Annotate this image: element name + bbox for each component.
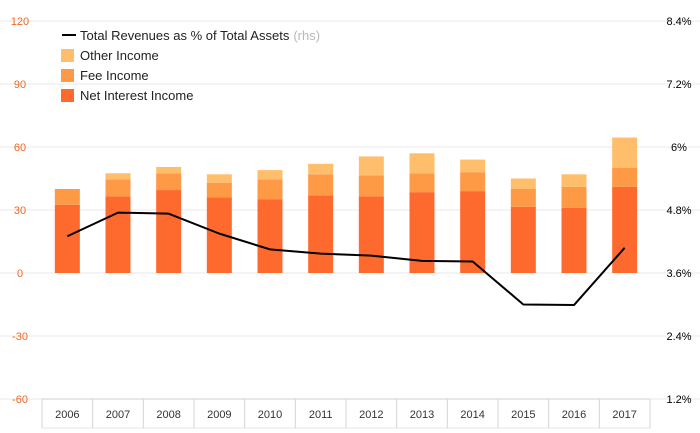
- legend-line-label: Total Revenues as % of Total Assets (rhs): [80, 28, 320, 43]
- right-tick-label: 6%: [671, 142, 687, 154]
- bar-fee-income-2010: [257, 179, 283, 200]
- bar-net-interest-income-2011: [308, 195, 334, 273]
- bar-net-interest-income-2009: [206, 197, 232, 273]
- bar-other-income-2016: [561, 174, 587, 187]
- left-tick-label: 90: [14, 79, 26, 91]
- legend: Total Revenues as % of Total Assets (rhs)…: [61, 28, 320, 103]
- x-tick-label: 2009: [207, 409, 231, 421]
- x-tick-label: 2011: [309, 409, 333, 421]
- legend-label-fee-income: Fee Income: [80, 68, 149, 83]
- left-tick-label: 60: [14, 142, 26, 154]
- x-tick-label: 2015: [511, 409, 535, 421]
- bar-fee-income-2011: [308, 174, 334, 196]
- legend-line-suffix: (rhs): [293, 28, 320, 43]
- bar-other-income-2010: [257, 170, 283, 180]
- bar-fee-income-2015: [510, 189, 536, 207]
- bar-other-income-2011: [308, 163, 334, 175]
- bar-net-interest-income-2010: [257, 199, 283, 273]
- bar-net-interest-income-2015: [510, 206, 536, 273]
- legend-swatch-other-income: [61, 49, 74, 62]
- x-tick-label: 2016: [562, 409, 586, 421]
- x-tick-label: 2010: [258, 409, 282, 421]
- bar-fee-income-2017: [612, 168, 638, 187]
- line-series: [66, 211, 626, 307]
- bar-other-income-2017: [612, 137, 638, 168]
- bar-other-income-2015: [510, 178, 536, 189]
- bar-other-income-2013: [409, 153, 435, 174]
- legend-label-net-interest-income: Net Interest Income: [80, 88, 193, 103]
- bar-net-interest-income-2014: [460, 191, 486, 273]
- bar-net-interest-income-2012: [358, 196, 384, 273]
- bar-other-income-2012: [358, 156, 384, 176]
- bar-net-interest-income-2006: [54, 204, 80, 273]
- x-tick-label: 2012: [359, 409, 383, 421]
- legend-swatch-fee-income: [61, 69, 74, 82]
- left-tick-label: 30: [14, 205, 26, 217]
- bar-fee-income-2012: [358, 175, 384, 197]
- bar-net-interest-income-2008: [156, 190, 182, 273]
- bar-net-interest-income-2016: [561, 207, 587, 273]
- left-tick-label: 120: [11, 16, 29, 28]
- x-tick-label: 2014: [460, 409, 484, 421]
- x-axis-ticks: 2006 2007 2008 2009 2010 2011 2012 2013 2014 2015…: [55, 409, 637, 421]
- right-tick-label: 1.2%: [666, 394, 691, 406]
- right-tick-label: 2.4%: [666, 331, 691, 343]
- right-tick-label: 7.2%: [666, 79, 691, 91]
- legend-line-name: Total Revenues as % of Total Assets: [80, 28, 290, 43]
- left-tick-label: -30: [12, 331, 28, 343]
- bar-fee-income-2007: [105, 179, 131, 197]
- bar-fee-income-2006: [54, 189, 80, 205]
- bar-fee-income-2008: [156, 173, 182, 191]
- x-tick-label: 2007: [106, 409, 130, 421]
- legend-swatch-net-interest-income: [61, 89, 74, 102]
- x-tick-label: 2008: [156, 409, 180, 421]
- right-axis-ticks: 8.4% 7.2% 6% 4.8% 3.6% 2.4% 1.2%: [666, 16, 691, 406]
- x-tick-label: 2013: [410, 409, 434, 421]
- left-axis-ticks: 120 90 60 30 0 -30 -60: [11, 16, 29, 406]
- left-tick-label: 0: [17, 268, 23, 280]
- left-tick-label: -60: [12, 394, 28, 406]
- bar-fee-income-2009: [206, 182, 232, 198]
- bar-series: [54, 137, 638, 273]
- legend-label-other-income: Other Income: [80, 48, 159, 63]
- bar-other-income-2009: [206, 174, 232, 183]
- x-tick-label: 2017: [612, 409, 636, 421]
- bar-net-interest-income-2007: [105, 196, 131, 273]
- bar-fee-income-2014: [460, 172, 486, 192]
- x-axis-box: [41, 398, 651, 429]
- bar-other-income-2007: [105, 173, 131, 180]
- right-tick-label: 3.6%: [666, 268, 691, 280]
- bar-fee-income-2013: [409, 173, 435, 193]
- bar-net-interest-income-2017: [612, 186, 638, 273]
- line-total-revenues: [66, 211, 626, 307]
- bar-other-income-2008: [156, 166, 182, 174]
- bar-other-income-2014: [460, 159, 486, 173]
- x-tick-label: 2006: [55, 409, 79, 421]
- bar-fee-income-2016: [561, 186, 587, 208]
- right-tick-label: 4.8%: [666, 205, 691, 217]
- right-tick-label: 8.4%: [666, 16, 691, 28]
